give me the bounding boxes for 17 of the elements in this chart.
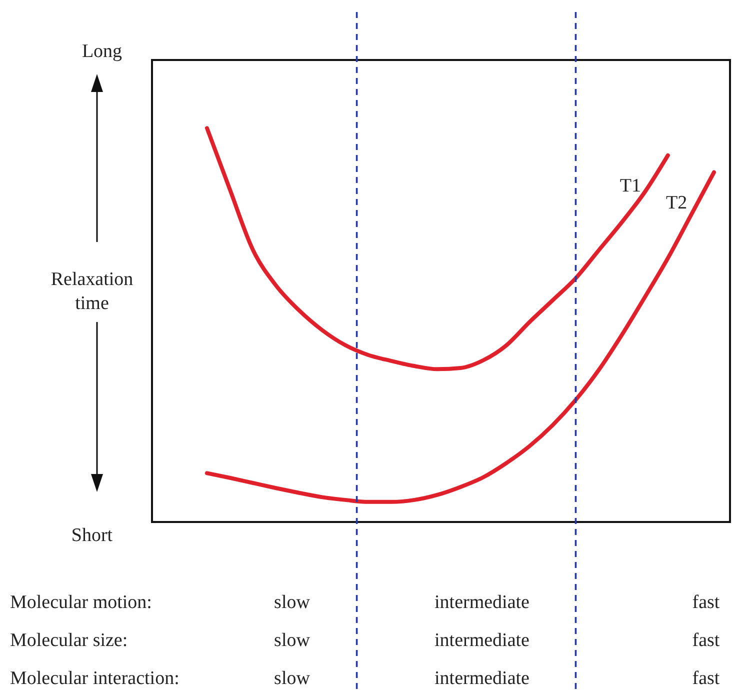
series-label: T1: [620, 175, 642, 196]
text: slow: [274, 630, 310, 651]
text: fast: [692, 592, 720, 613]
text: intermediate: [434, 630, 530, 651]
text: fast: [692, 668, 720, 689]
series-label: T2: [666, 192, 688, 214]
text: intermediate: [434, 592, 530, 613]
text: slow: [274, 668, 310, 689]
text: Short: [71, 525, 114, 546]
text: slow: [274, 592, 310, 613]
text: Molecular size:: [10, 630, 128, 651]
text: intermediate: [434, 668, 530, 689]
text: Long: [82, 41, 123, 62]
text: Molecular motion:: [10, 592, 152, 613]
y-axis-title: Relaxation time: [50, 269, 134, 314]
text: Molecular interaction:: [10, 668, 180, 689]
text: fast: [692, 630, 720, 651]
